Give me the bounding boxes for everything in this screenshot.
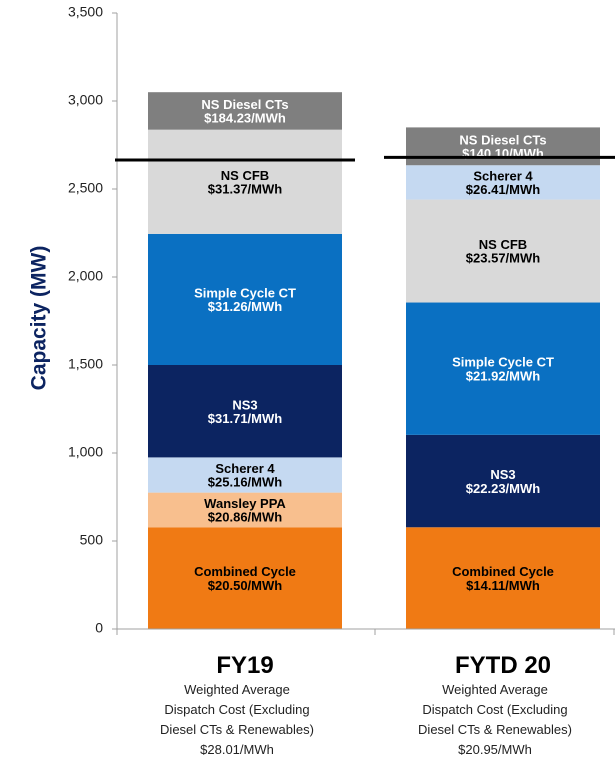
segment-label-simple-cycle-ct: Simple Cycle CT $21.92/MWh bbox=[452, 355, 554, 384]
y-axis: 0 500 1,000 1,500 2,000 2,500 3,000 3,500 bbox=[68, 4, 118, 636]
segment-label-wansley-ppa: Wansley PPA $20.86/MWh bbox=[204, 496, 286, 525]
category-label-fy19: FY19 bbox=[216, 652, 273, 679]
segment-label-combined-cycle: Combined Cycle $20.50/MWh bbox=[194, 564, 296, 593]
fy19-note-line-2: Dispatch Cost (Excluding bbox=[164, 702, 310, 717]
x-axis: FY19 FYTD 20 bbox=[116, 628, 615, 679]
fy19-note-line-3: Diesel CTs & Renewables) bbox=[160, 722, 314, 737]
bar-segment-ns-cfb bbox=[148, 129, 342, 234]
fytd20-note: Weighted Average Dispatch Cost (Excludin… bbox=[375, 680, 615, 760]
bar-segment-ns-diesel-cts bbox=[148, 92, 342, 130]
bar-segment-simple-cycle-ct bbox=[406, 302, 600, 435]
fy19-note-line-4: $28.01/MWh bbox=[200, 742, 274, 757]
fy19-note-line-1: Weighted Average bbox=[184, 682, 290, 697]
bar-segment-combined-cycle bbox=[406, 527, 600, 629]
fytd20-note-line-3: Diesel CTs & Renewables) bbox=[418, 722, 572, 737]
segment-label-ns-cfb: NS CFB $23.57/MWh bbox=[466, 237, 540, 266]
bar-segment-ns-cfb bbox=[406, 199, 600, 303]
bar-segment-combined-cycle bbox=[148, 527, 342, 629]
fy19-note: Weighted Average Dispatch Cost (Excludin… bbox=[117, 680, 357, 760]
y-axis-title-group: Capacity (MW) bbox=[28, 246, 51, 391]
category-label-fytd-20: FYTD 20 bbox=[455, 652, 551, 679]
y-axis-title: Capacity (MW) bbox=[28, 246, 51, 391]
y-tick-label: 0 bbox=[95, 620, 103, 636]
bar-segment-simple-cycle-ct bbox=[148, 233, 342, 365]
bar-segment-ns-diesel-cts bbox=[406, 127, 600, 166]
segment-label-ns-diesel-cts: NS Diesel CTs $184.23/MWh bbox=[201, 97, 288, 126]
y-tick-label: 1,000 bbox=[68, 444, 103, 460]
segment-label-scherer-4: Scherer 4 $26.41/MWh bbox=[466, 168, 540, 197]
segment-label-ns3: NS3 $31.71/MWh bbox=[208, 397, 282, 426]
segment-label-simple-cycle-ct: Simple Cycle CT $31.26/MWh bbox=[194, 285, 296, 314]
y-tick-label: 3,000 bbox=[68, 92, 103, 108]
y-tick-label: 1,500 bbox=[68, 356, 103, 372]
bar-segment-scherer-4 bbox=[148, 457, 342, 493]
y-tick-label: 2,000 bbox=[68, 268, 103, 284]
fytd20-note-line-4: $20.95/MWh bbox=[458, 742, 532, 757]
segment-label-scherer-4: Scherer 4 $25.16/MWh bbox=[208, 461, 282, 490]
bar-segment-ns3 bbox=[406, 434, 600, 528]
bars: Combined Cycle $20.50/MWh Wansley PPA $20.8… bbox=[115, 92, 615, 629]
fytd20-note-line-1: Weighted Average bbox=[442, 682, 548, 697]
bar-segment-scherer-4 bbox=[406, 165, 600, 200]
y-tick-label: 2,500 bbox=[68, 180, 103, 196]
y-tick-label: 500 bbox=[80, 532, 104, 548]
segment-label-combined-cycle: Combined Cycle $14.11/MWh bbox=[452, 564, 554, 593]
fytd20-note-line-2: Dispatch Cost (Excluding bbox=[422, 702, 568, 717]
y-tick-label: 3,500 bbox=[68, 4, 103, 20]
segment-label-ns-cfb: NS CFB $31.37/MWh bbox=[208, 168, 282, 197]
bar-segment-ns3 bbox=[148, 365, 342, 458]
bar-segment-wansley-ppa bbox=[148, 492, 342, 528]
segment-label-ns3: NS3 $22.23/MWh bbox=[466, 467, 540, 496]
